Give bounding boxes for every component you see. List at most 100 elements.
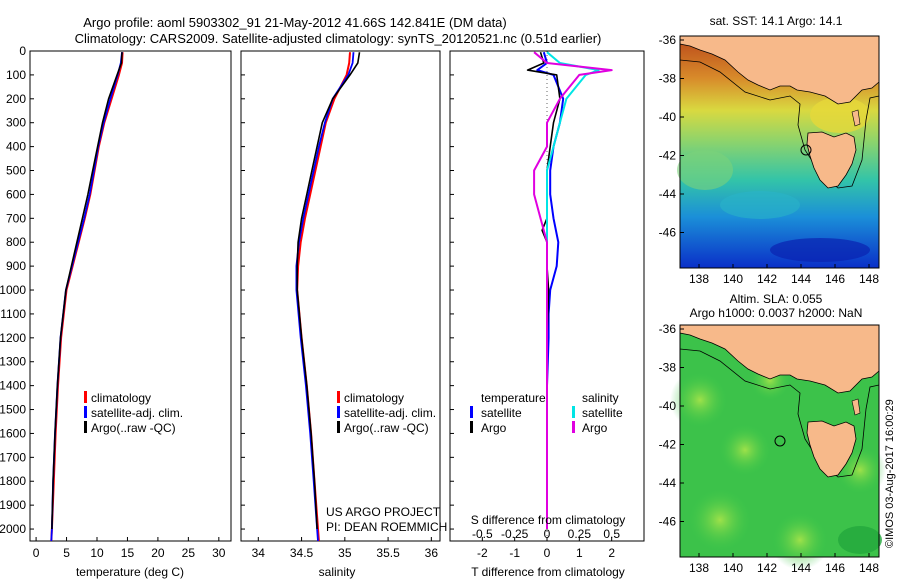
x-tick-label: 34.5 (290, 546, 314, 560)
legend-swatch-climatology (337, 391, 340, 403)
map-y-tick-label: -38 (659, 361, 677, 375)
temperature-series (50, 52, 124, 542)
sla-map (670, 324, 886, 570)
sst-patch (770, 238, 870, 262)
temperature-xlabel: temperature (deg C) (76, 565, 184, 579)
map-y-tick-label: -40 (659, 110, 677, 124)
flinders-island (851, 109, 861, 127)
legend-swatch-s-satellite (572, 406, 575, 418)
salinity-x-axis: 34 34.5 35 35.5 36 (252, 537, 439, 560)
difference-x-axis: -2 -1 0 1 2 -0.5 -0.25 0 0.25 0.5 (472, 51, 620, 560)
depth-tick-label: 1300 (0, 355, 26, 369)
sla-map-title1: Altim. SLA: 0.055 (730, 292, 823, 306)
x-tick-label: -1 (509, 546, 520, 560)
legend-argo: Argo(..raw -QC) (91, 421, 176, 435)
temperature-x-axis: 0 5 10 15 20 25 30 (33, 537, 226, 560)
depth-axis: 0 100 200 300 400 500 600 700 800 900 1000 1100 1200… (0, 44, 454, 536)
map-y-tick-label: -46 (659, 226, 677, 240)
map-x-tick-label: 142 (757, 272, 777, 286)
s-diff-tick-label: -0.25 (501, 527, 529, 541)
legend-temperature-heading: temperature (481, 391, 546, 405)
x-tick-label: 0 (33, 546, 40, 560)
sst-map-title: sat. SST: 14.1 Argo: 14.1 (710, 14, 843, 28)
sla-patch (717, 422, 773, 478)
legend-swatch-satellite (84, 406, 87, 418)
shelf-contour (679, 59, 880, 189)
legend-swatch-climatology (84, 391, 87, 403)
flinders-island (851, 398, 861, 416)
mainland-land (679, 35, 880, 105)
depth-tick-label: 100 (6, 68, 26, 82)
legend-climatology: climatology (91, 391, 151, 405)
temperature-legend: climatology satellite-adj. clim. Argo(..… (84, 391, 183, 435)
sla-map-title2: Argo h1000: 0.0037 h2000: NaN (690, 306, 863, 320)
depth-tick-label: 600 (6, 187, 26, 201)
map-x-tick-label: 148 (859, 561, 879, 575)
map-y-tick-label: -46 (659, 515, 677, 529)
legend-satellite: satellite-adj. clim. (91, 406, 183, 420)
depth-tick-label: 1700 (0, 450, 26, 464)
legend-swatch-satellite (337, 406, 340, 418)
map-y-tick-label: -42 (659, 438, 677, 452)
sla-patch (670, 370, 730, 430)
depth-tick-label: 2000 (0, 522, 26, 536)
depth-tick-label: 1100 (0, 307, 26, 321)
argo-position-marker (800, 144, 812, 156)
s-diff-tick-label: 0.25 (568, 527, 592, 541)
x-tick-label: 25 (182, 546, 196, 560)
map-y-tick-label: -36 (659, 322, 677, 336)
x-tick-label: 35 (338, 546, 352, 560)
difference-xlabel: T difference from climatology (471, 565, 625, 579)
tasmania-land (806, 420, 857, 478)
x-tick-label: 1 (576, 546, 583, 560)
argo-position-marker (774, 435, 786, 447)
project-credit: US ARGO PROJECT (326, 505, 441, 519)
difference-legend: temperature satellite Argo salinity sate… (470, 391, 623, 435)
sla-frame (679, 324, 880, 558)
map-x-tick-label: 140 (723, 272, 743, 286)
depth-tick-label: 400 (6, 140, 26, 154)
legend-s-satellite: satellite (582, 406, 623, 420)
legend-climatology: climatology (344, 391, 404, 405)
legend-swatch-t-satellite (470, 406, 473, 418)
sla-patch (770, 510, 830, 570)
map-y-tick-label: -44 (659, 476, 677, 490)
sst-map-axes: 138 140 142 144 146 148 -36 -38 -40 -42 -44 -46 (659, 33, 880, 286)
x-tick-label: 34 (252, 546, 266, 560)
map-x-tick-label: 138 (689, 561, 709, 575)
depth-tick-label: 800 (6, 235, 26, 249)
x-tick-label: 0 (544, 546, 551, 560)
legend-t-argo: Argo (481, 421, 507, 435)
imos-credit: ©IMOS 03-Aug-2017 16:00:29 (884, 399, 896, 548)
header-line2: Climatology: CARS2009. Satellite-adjuste… (75, 31, 602, 46)
map-x-tick-label: 138 (689, 272, 709, 286)
x-tick-label: -2 (477, 546, 488, 560)
mainland-land (679, 324, 880, 394)
s-diff-tick-label: 0 (544, 527, 551, 541)
map-y-tick-label: -40 (659, 399, 677, 413)
sst-patch (677, 150, 733, 190)
sla-patch (838, 526, 882, 554)
x-tick-label: 36 (425, 546, 439, 560)
salinity-series (295, 52, 361, 542)
depth-tick-label: 200 (6, 92, 26, 106)
legend-swatch-t-argo (470, 421, 473, 433)
sla-map-axes: 138 140 142 144 146 148 -36 -38 -40 -42 -44 -46 (659, 322, 880, 575)
x-tick-label: 20 (151, 546, 165, 560)
pi-credit: PI: DEAN ROEMMICH (326, 520, 447, 534)
legend-argo: Argo(..raw -QC) (344, 421, 429, 435)
legend-swatch-argo (84, 421, 87, 433)
x-tick-label: 15 (121, 546, 135, 560)
s-diff-tick-label: 0.5 (603, 527, 620, 541)
depth-tick-label: 1400 (0, 379, 26, 393)
shelf-contour (679, 348, 880, 478)
depth-tick-label: 500 (6, 164, 26, 178)
sst-map (677, 35, 880, 269)
map-x-tick-label: 144 (791, 272, 811, 286)
legend-salinity-heading: salinity (582, 391, 619, 405)
map-x-tick-label: 140 (723, 561, 743, 575)
map-y-tick-label: -44 (659, 187, 677, 201)
salinity-legend: climatology satellite-adj. clim. Argo(..… (337, 391, 436, 435)
sst-frame (679, 35, 880, 269)
